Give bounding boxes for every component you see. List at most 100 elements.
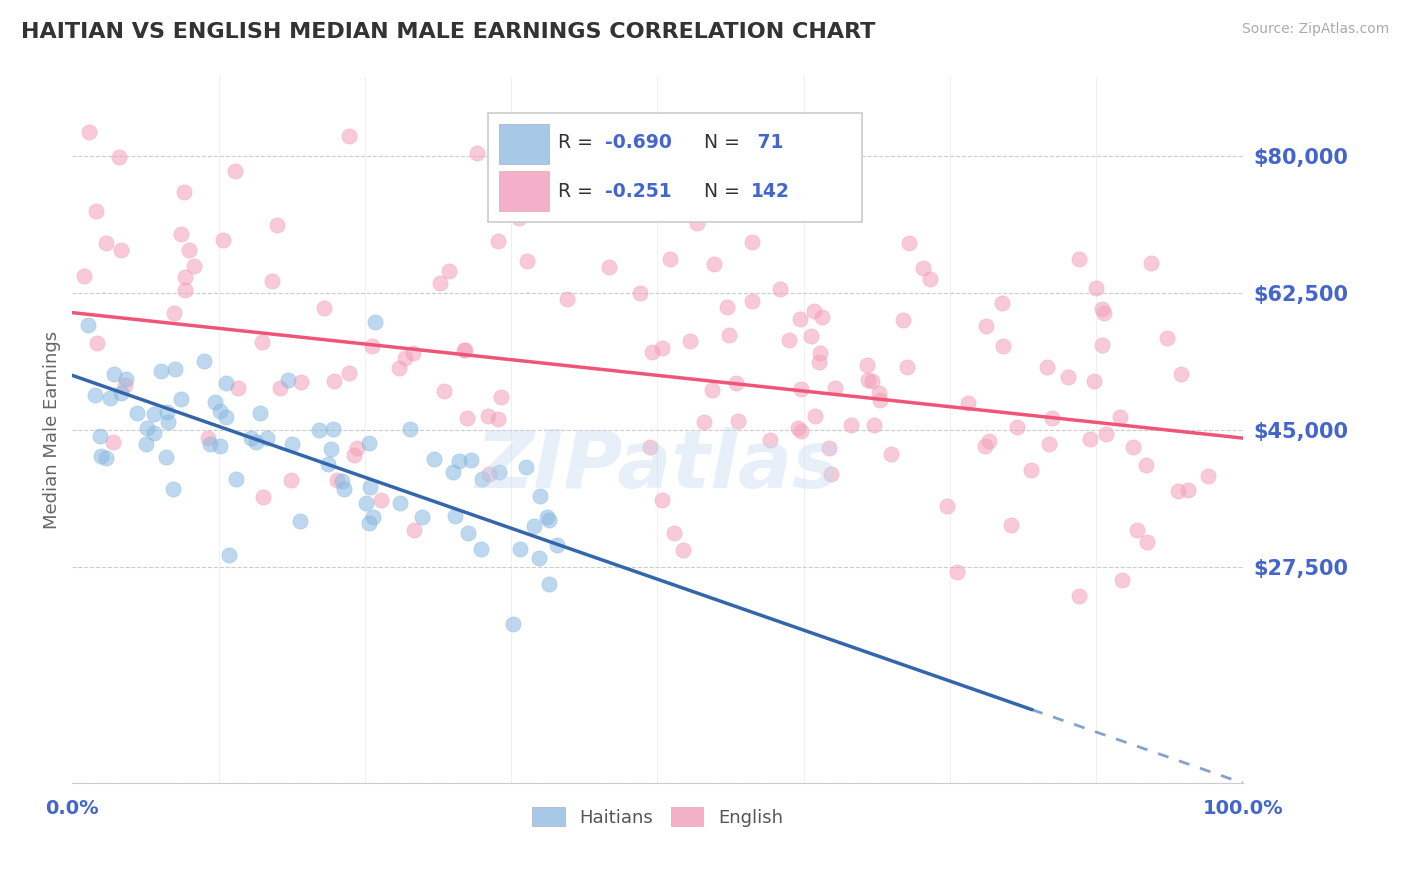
Point (269, 381, 291, 395)
Text: -0.690: -0.690 (605, 133, 672, 152)
Point (361, 339, 384, 353)
Point (260, 274, 283, 288)
Point (245, 435, 267, 450)
Point (429, 276, 451, 290)
Point (891, 312, 914, 326)
Point (173, 185, 195, 199)
Point (449, 454, 471, 468)
Point (77, 318, 100, 333)
Point (1135, 458, 1157, 472)
Point (702, 257, 724, 271)
Point (454, 343, 477, 357)
Point (1140, 256, 1163, 270)
Point (354, 496, 377, 510)
Point (73, 268, 96, 283)
FancyBboxPatch shape (499, 124, 548, 163)
Point (218, 548, 240, 562)
Point (177, 243, 200, 257)
Point (402, 346, 425, 360)
Point (471, 472, 494, 486)
FancyBboxPatch shape (488, 112, 862, 222)
Point (1122, 440, 1144, 454)
Text: ZIPatlas: ZIPatlas (475, 426, 839, 505)
Point (869, 392, 891, 407)
Point (486, 412, 509, 426)
Point (789, 424, 811, 438)
Point (322, 422, 344, 436)
Point (96, 451, 118, 466)
Point (1111, 573, 1133, 587)
Point (778, 333, 800, 347)
Point (156, 415, 179, 429)
Point (855, 358, 877, 372)
Point (225, 472, 247, 486)
Point (741, 294, 763, 309)
Point (155, 450, 177, 464)
Point (394, 351, 416, 365)
Point (135, 437, 157, 451)
Point (127, 406, 149, 420)
Point (803, 303, 825, 318)
Point (516, 254, 538, 268)
Point (527, 551, 550, 566)
Point (640, 441, 662, 455)
Point (808, 346, 831, 360)
Point (860, 374, 883, 388)
Point (357, 516, 380, 530)
Point (277, 373, 299, 387)
Point (820, 467, 842, 482)
Point (1091, 337, 1114, 351)
Point (700, 383, 723, 397)
Point (252, 490, 274, 504)
Legend: Haitians, English: Haitians, English (524, 800, 790, 834)
Point (686, 216, 709, 230)
Point (912, 261, 935, 276)
Point (1170, 367, 1192, 381)
Point (538, 513, 561, 527)
Point (215, 376, 238, 390)
Point (319, 442, 342, 457)
Point (86, 335, 108, 350)
Point (555, 292, 578, 306)
Point (977, 434, 1000, 448)
Point (936, 499, 959, 513)
Point (1094, 427, 1116, 442)
Point (523, 519, 546, 533)
Point (197, 431, 219, 445)
Text: 71: 71 (751, 133, 783, 152)
Point (1126, 523, 1149, 537)
Point (325, 473, 347, 487)
Point (411, 509, 433, 524)
Text: N =: N = (704, 182, 747, 201)
Point (288, 514, 311, 528)
Point (725, 376, 748, 390)
Point (280, 473, 302, 487)
Point (114, 377, 136, 392)
Point (880, 447, 903, 461)
Point (84, 204, 107, 219)
Point (1038, 437, 1060, 451)
Point (974, 439, 997, 453)
Point (502, 616, 524, 631)
Point (824, 381, 846, 395)
Point (330, 475, 353, 489)
Text: HAITIAN VS ENGLISH MEDIAN MALE EARNINGS CORRELATION CHART: HAITIAN VS ENGLISH MEDIAN MALE EARNINGS … (21, 22, 876, 42)
Point (651, 493, 673, 508)
Point (506, 201, 529, 215)
Point (90, 449, 112, 463)
Point (337, 366, 360, 380)
Point (165, 361, 187, 376)
Point (803, 409, 825, 423)
Point (240, 431, 263, 445)
Point (800, 329, 823, 343)
Point (224, 164, 246, 178)
Point (1040, 411, 1063, 425)
Point (641, 345, 664, 359)
Point (453, 343, 475, 357)
Point (529, 490, 551, 504)
Point (1136, 535, 1159, 549)
Point (1167, 484, 1189, 499)
Text: -0.251: -0.251 (605, 182, 672, 201)
Point (149, 364, 172, 378)
Point (1000, 517, 1022, 532)
